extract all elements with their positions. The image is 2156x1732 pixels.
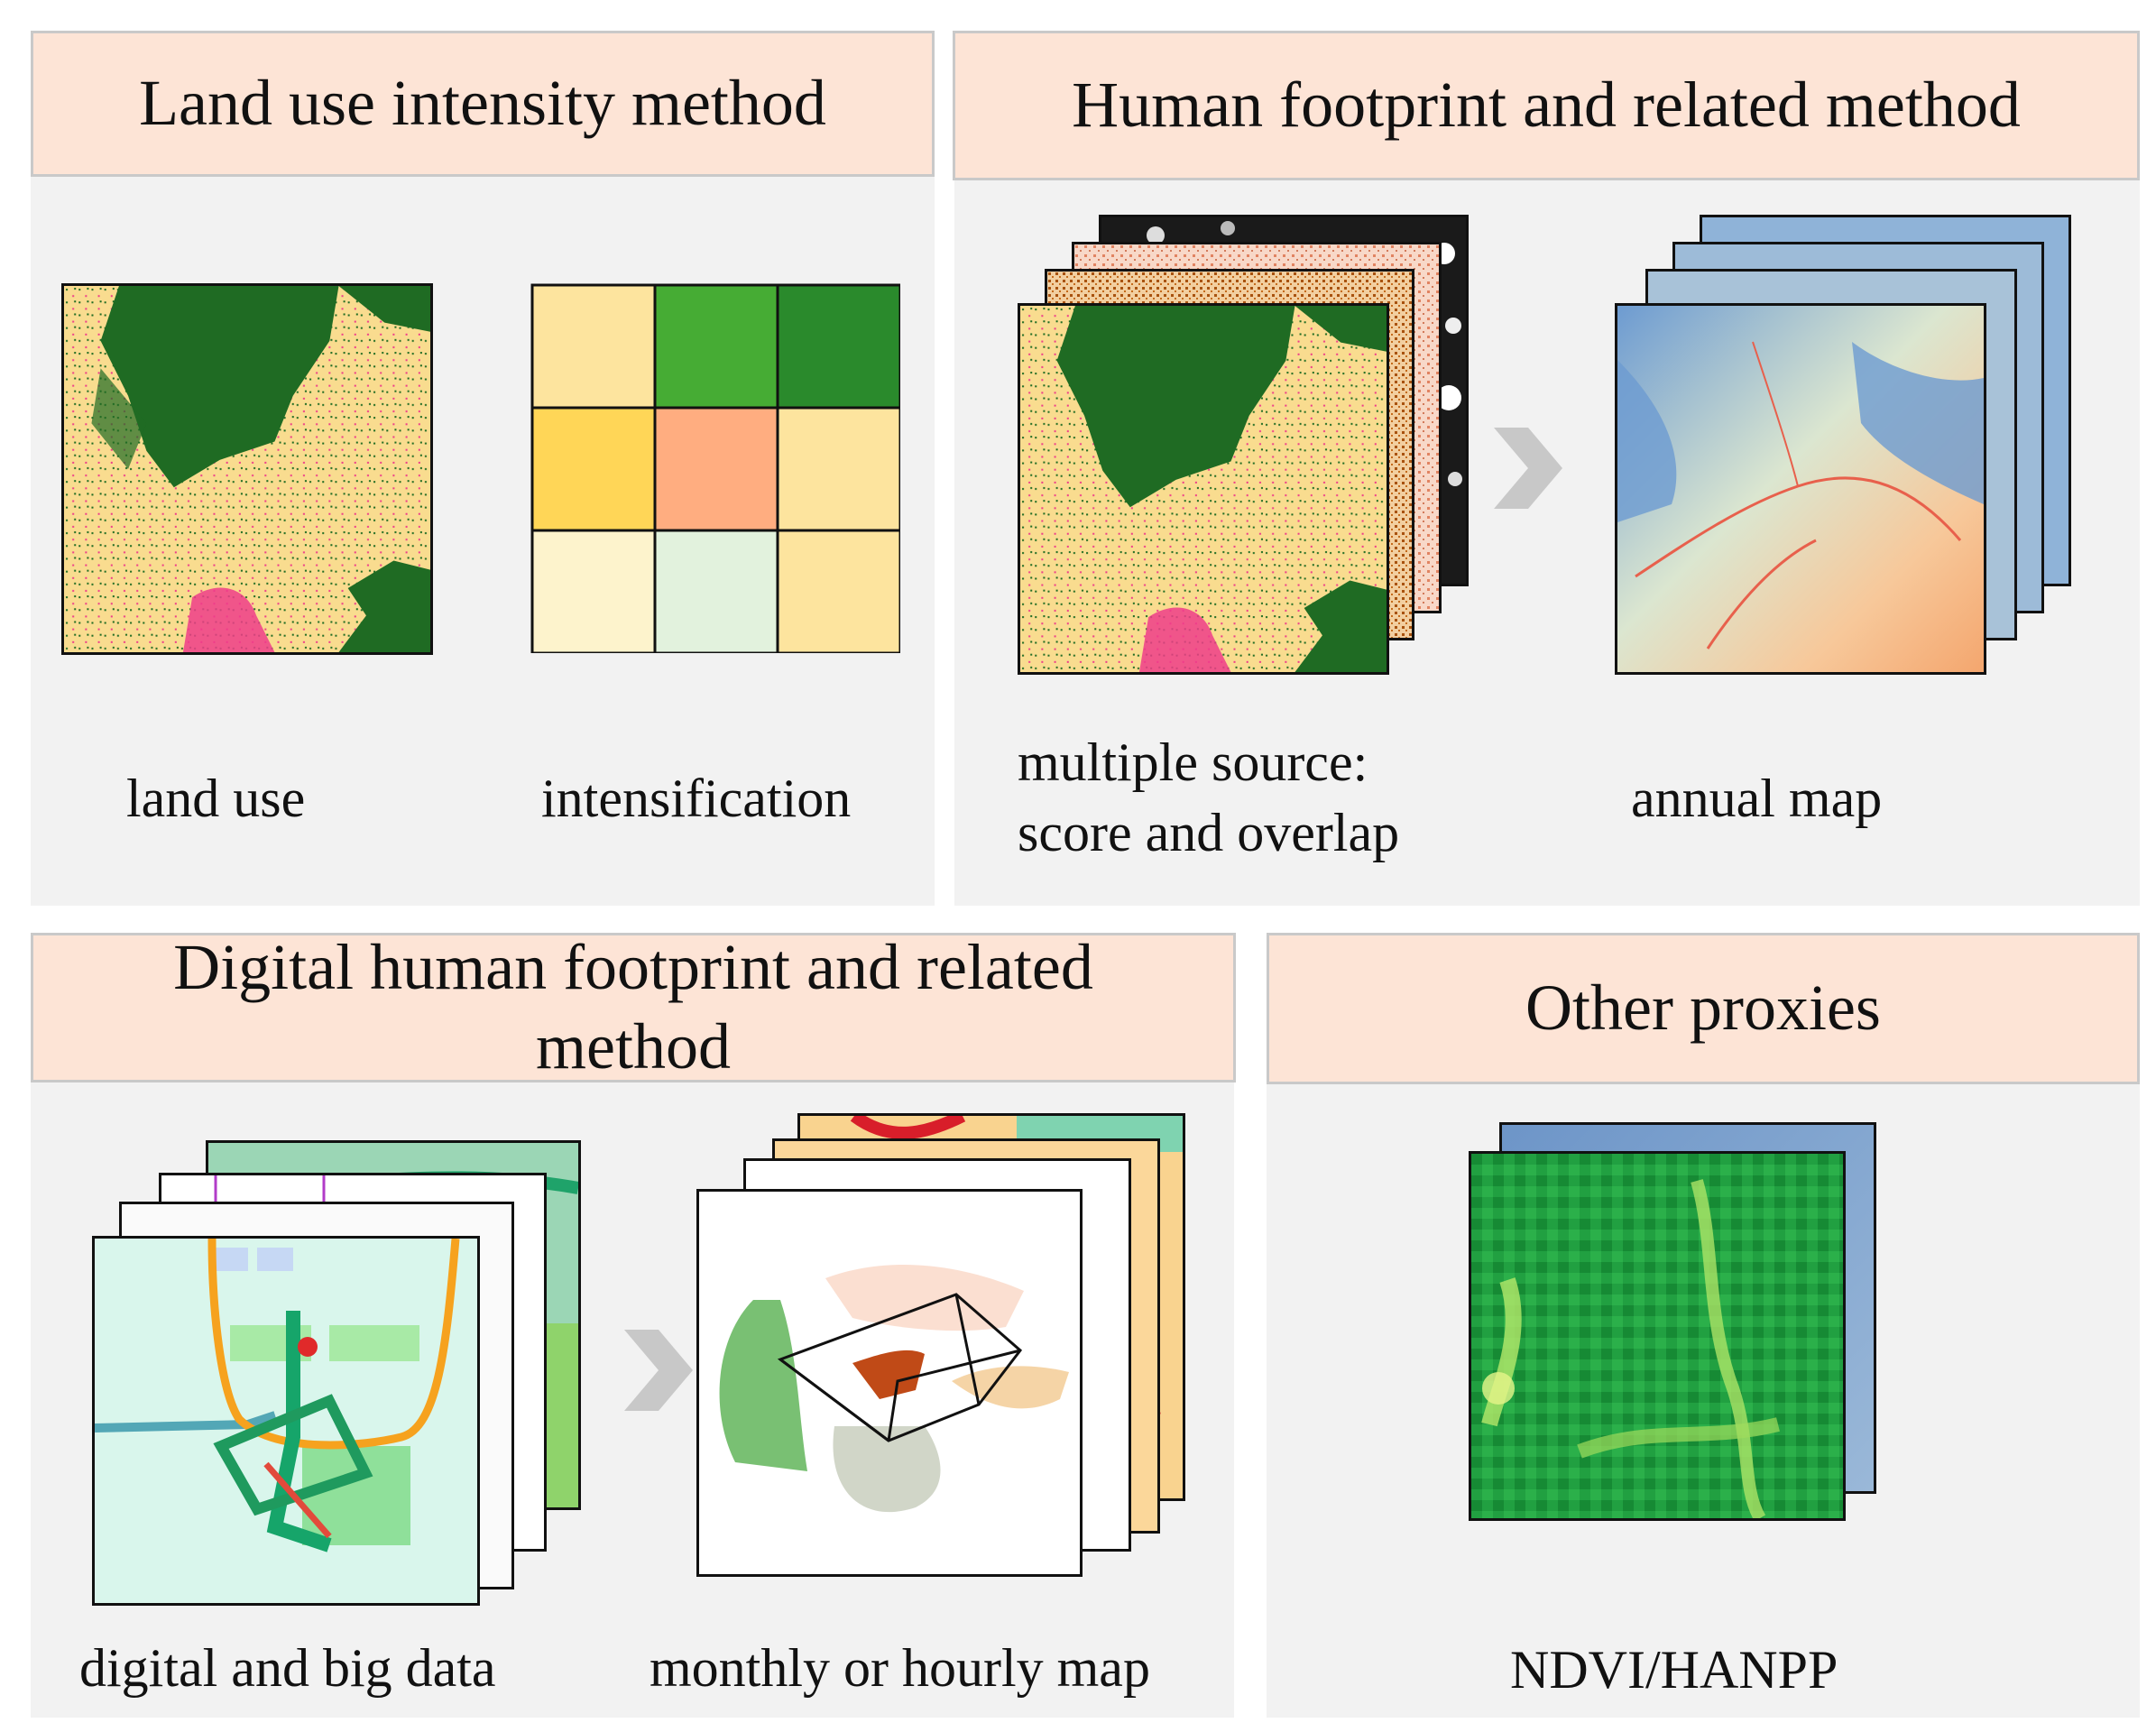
digital-layer-1: [92, 1236, 480, 1606]
intensification-grid: [530, 283, 900, 653]
land-use-caption: land use: [126, 769, 306, 828]
other-header: Other proxies: [1267, 933, 2140, 1084]
chevron-right-icon: [624, 1330, 693, 1411]
annual-map-layer-1: [1615, 303, 1986, 675]
multiple-source-line-1: multiple source:: [1018, 732, 1368, 792]
digital-data-caption: digital and big data: [79, 1638, 496, 1698]
monthly-layer-1: [696, 1189, 1083, 1577]
grid-cell: [530, 406, 657, 532]
grid-cell: [530, 283, 657, 410]
grid-cell: [653, 529, 779, 653]
grid-cell: [776, 406, 900, 532]
grid-cell: [776, 529, 900, 653]
ndvi-map: [1469, 1151, 1846, 1521]
ndvi-caption: NDVI/HANPP: [1510, 1640, 1838, 1700]
land-use-title: Land use intensity method: [139, 67, 826, 140]
grid-cell: [776, 283, 900, 410]
digital-header: Digital human footprint and related meth…: [31, 931, 1236, 1082]
grid-cell: [653, 406, 779, 532]
intensification-caption: intensification: [541, 769, 852, 828]
digital-title: Digital human footprint and related meth…: [173, 931, 1093, 1082]
multiple-source-caption: multiple source: score and overlap: [1018, 727, 1399, 868]
land-use-map: [61, 283, 433, 655]
human-footprint-title: Human footprint and related method: [1072, 69, 2021, 142]
multiple-source-line-2: score and overlap: [1018, 803, 1400, 862]
grid-cell: [653, 283, 779, 410]
other-title: Other proxies: [1525, 972, 1881, 1045]
source-land-use-layer: [1018, 303, 1389, 675]
grid-cell: [530, 529, 657, 653]
human-footprint-header: Human footprint and related method: [953, 31, 2140, 180]
annual-map-caption: annual map: [1631, 769, 1883, 828]
monthly-map-caption: monthly or hourly map: [650, 1638, 1150, 1698]
chevron-right-icon: [1494, 428, 1562, 509]
land-use-header: Land use intensity method: [31, 31, 935, 177]
